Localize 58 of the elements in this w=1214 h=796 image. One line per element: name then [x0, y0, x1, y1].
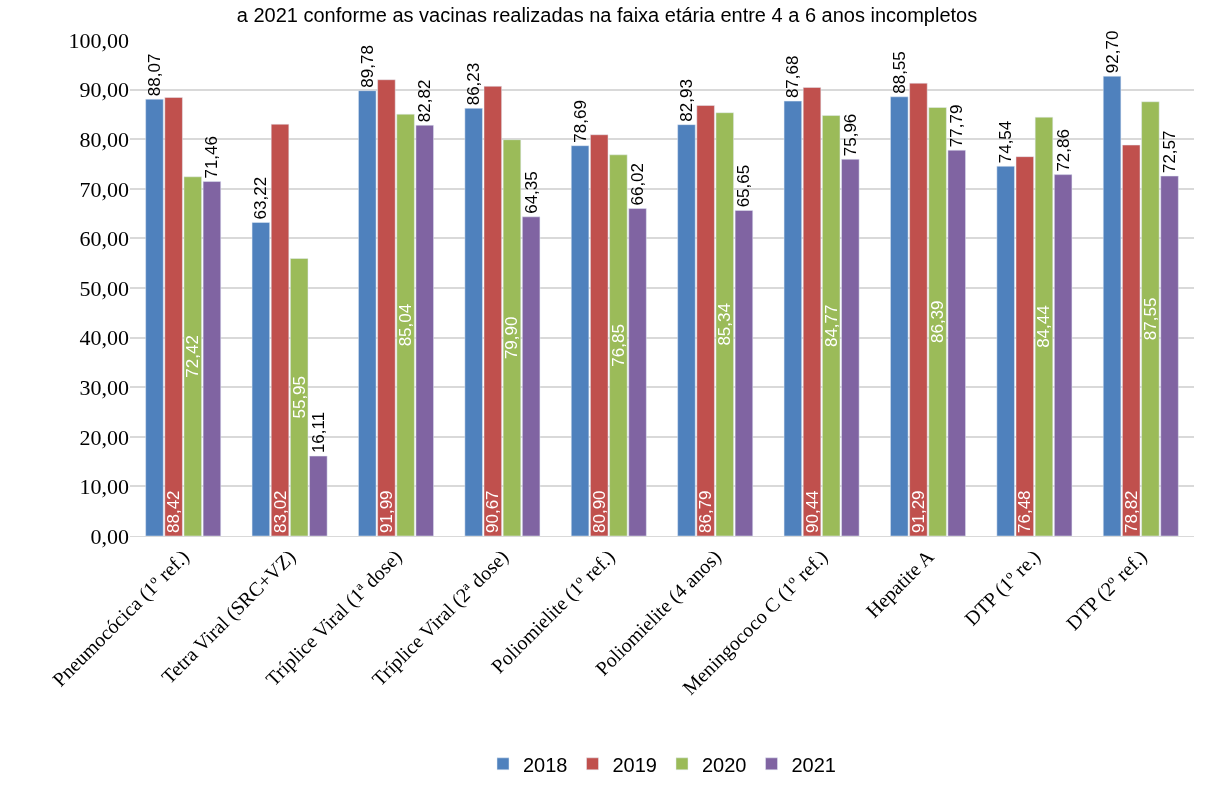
data-label: 86,23 — [464, 62, 484, 106]
data-label: 91,29 — [908, 490, 928, 533]
data-label: 79,90 — [502, 316, 522, 360]
data-label: 72,42 — [183, 335, 203, 378]
data-label: 75,96 — [840, 113, 860, 157]
data-label: 80,90 — [589, 490, 609, 533]
legend-label: 2019 — [612, 753, 657, 776]
data-label: 78,82 — [1121, 490, 1141, 533]
x-tick-label: DTP (2º ref.) — [1061, 545, 1152, 635]
data-label: 92,70 — [1102, 30, 1122, 74]
y-tick-label: 60,00 — [79, 226, 129, 252]
data-label: 87,68 — [783, 55, 803, 99]
y-tick-label: 100,00 — [68, 27, 129, 53]
data-label: 65,65 — [734, 164, 754, 208]
y-tick-label: 90,00 — [79, 77, 129, 103]
data-label: 64,35 — [521, 171, 541, 214]
data-label: 91,99 — [376, 490, 396, 533]
data-label: 78,69 — [570, 100, 590, 143]
data-label: 89,78 — [357, 45, 377, 88]
data-label: 76,48 — [1015, 490, 1035, 533]
data-label: 90,44 — [802, 490, 822, 533]
y-tick-label: 50,00 — [79, 275, 129, 301]
y-tick-label: 20,00 — [79, 424, 129, 450]
data-label: 88,55 — [889, 51, 909, 94]
x-tick-label: DTP (1º re.) — [960, 545, 1046, 631]
data-label: 66,02 — [628, 162, 648, 206]
data-label: 82,93 — [676, 79, 696, 122]
data-label: 86,79 — [696, 490, 716, 533]
data-label: 16,11 — [308, 411, 328, 454]
data-label: 63,22 — [251, 176, 271, 220]
data-label: 88,07 — [144, 53, 164, 97]
data-label: 72,57 — [1160, 130, 1180, 174]
legend-label: 2021 — [791, 753, 836, 776]
data-label: 76,85 — [608, 324, 628, 367]
y-tick-label: 30,00 — [79, 374, 129, 400]
data-label: 83,02 — [270, 490, 290, 533]
data-label: 71,46 — [202, 136, 222, 179]
legend-label: 2020 — [702, 753, 747, 776]
data-label: 86,39 — [928, 300, 948, 344]
data-label: 88,42 — [164, 490, 184, 533]
y-tick-label: 0,00 — [90, 523, 129, 549]
data-label: 84,44 — [1034, 305, 1054, 348]
data-label: 72,86 — [1053, 129, 1073, 172]
data-label: 87,55 — [1140, 297, 1160, 341]
data-label: 82,82 — [415, 79, 435, 123]
data-label: 74,54 — [996, 120, 1016, 164]
data-label: 85,04 — [396, 303, 416, 347]
data-label: 84,77 — [821, 304, 841, 348]
chart-title: a 2021 conforme as vacinas realizadas na faixa etária entre 4 a 6 anos incompletos — [236, 3, 978, 26]
y-tick-label: 70,00 — [79, 176, 129, 202]
data-label: 90,67 — [483, 490, 503, 533]
data-label: 55,95 — [289, 375, 309, 419]
y-tick-label: 80,00 — [79, 126, 129, 152]
legend-label: 2018 — [523, 753, 568, 776]
y-tick-label: 40,00 — [79, 325, 129, 351]
data-label: 85,34 — [715, 303, 735, 346]
y-tick-label: 10,00 — [79, 474, 129, 500]
data-label: 77,79 — [947, 104, 967, 148]
